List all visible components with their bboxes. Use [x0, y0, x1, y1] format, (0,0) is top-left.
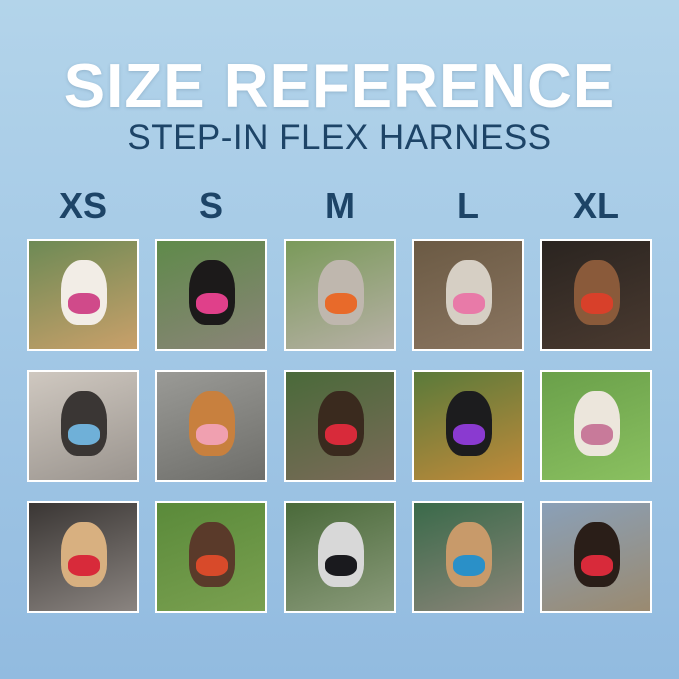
dog-photo-m-1 [284, 239, 396, 351]
harness-figure [195, 554, 229, 577]
page-subtitle: STEP-IN FLEX HARNESS [127, 118, 552, 157]
harness-figure [324, 554, 358, 577]
dog-photo-m-2 [284, 370, 396, 482]
size-label-xl: XL [572, 185, 619, 226]
dog-photo-xl-1 [540, 239, 652, 351]
harness-figure [580, 554, 614, 577]
harness-figure [67, 423, 101, 446]
dog-photo-m-3 [284, 501, 396, 613]
harness-figure [452, 423, 486, 446]
harness-figure [580, 292, 614, 315]
dog-photo-l-3 [412, 501, 524, 613]
size-label-xs: XS [58, 185, 108, 226]
harness-figure [452, 292, 486, 315]
dog-photo-s-1 [155, 239, 267, 351]
harness-figure [324, 292, 358, 315]
page-title: SIZE REFERENCE [63, 52, 616, 121]
size-label-m: M [325, 185, 355, 226]
harness-figure [67, 554, 101, 577]
dog-photo-xl-3 [540, 501, 652, 613]
harness-figure [67, 292, 101, 315]
dog-photo-l-1 [412, 239, 524, 351]
harness-figure [452, 554, 486, 577]
dog-photo-s-2 [155, 370, 267, 482]
dog-photo-xs-3 [27, 501, 139, 613]
harness-figure [580, 423, 614, 446]
dog-photo-l-2 [412, 370, 524, 482]
dog-photo-s-3 [155, 501, 267, 613]
harness-figure [195, 423, 229, 446]
harness-figure [195, 292, 229, 315]
size-labels: XS S M L XL [0, 186, 679, 226]
dog-photo-xl-2 [540, 370, 652, 482]
dog-photo-xs-1 [27, 239, 139, 351]
size-label-s: S [198, 185, 223, 226]
harness-figure [324, 423, 358, 446]
size-label-l: L [457, 185, 479, 226]
dog-photo-xs-2 [27, 370, 139, 482]
